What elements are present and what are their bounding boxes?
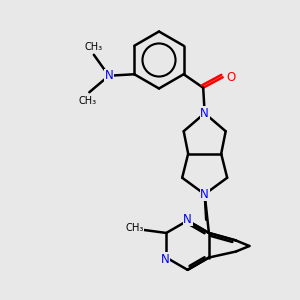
Text: N: N [200,107,209,120]
Text: N: N [200,188,209,201]
Text: O: O [226,71,236,84]
Text: N: N [160,253,169,266]
Text: N: N [104,69,113,82]
Text: N: N [183,213,192,226]
Text: CH₃: CH₃ [79,96,97,106]
Text: CH₃: CH₃ [85,42,103,52]
Text: CH₃: CH₃ [126,224,144,233]
